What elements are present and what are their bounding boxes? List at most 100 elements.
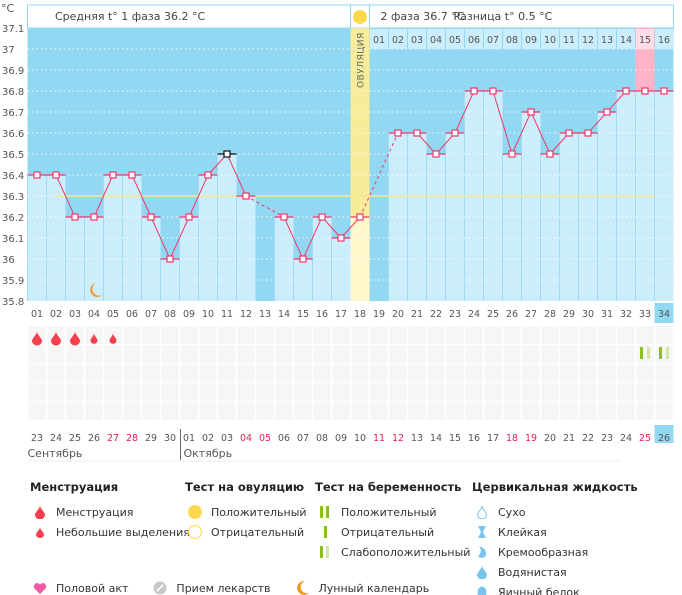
symbol-cell (427, 383, 445, 401)
legend-label: Положительный (211, 505, 307, 519)
legend-label: Половой акт (56, 581, 129, 595)
phase2-day-label: 01 (373, 35, 385, 46)
calendar-date: 16 (468, 433, 480, 444)
legend-label: Сухо (498, 505, 526, 519)
calendar-date: 29 (145, 433, 157, 444)
phase2-day-cell (541, 29, 559, 49)
symbol-cell (484, 383, 502, 401)
symbol-cell (541, 364, 559, 382)
cycle-day-label: 01 (31, 309, 43, 320)
symbol-cell (180, 402, 198, 420)
y-tick-label: 35.9 (2, 276, 24, 287)
symbol-cell (199, 326, 217, 344)
temperature-bar (540, 154, 560, 301)
symbol-cell (218, 345, 236, 363)
symbol-cell (598, 383, 616, 401)
symbol-cell (332, 402, 350, 420)
month-label: Сентябрь (28, 447, 83, 460)
symbol-cell (161, 364, 179, 382)
weak-strips-icon (315, 545, 335, 559)
calendar-date: 24 (620, 433, 632, 444)
cycle-day-label: 21 (411, 309, 423, 320)
temperature-bar (65, 217, 85, 301)
phase2-day-label: 16 (658, 35, 670, 46)
calendar-date: 27 (107, 433, 119, 444)
phase2-day-cell (503, 29, 521, 49)
calendar-date: 05 (259, 433, 271, 444)
symbol-cell (465, 345, 483, 363)
legend-menstruation: Менструация Менструация Небольшие выделе… (30, 480, 190, 542)
symbol-cell (655, 383, 673, 401)
symbol-cell (256, 383, 274, 401)
temperature-point (52, 171, 60, 179)
symbol-cell (503, 326, 521, 344)
symbol-cell (199, 345, 217, 363)
symbol-cell (313, 364, 331, 382)
temperature-point (508, 150, 516, 158)
calendar-date: 21 (563, 433, 575, 444)
symbol-cell (275, 402, 293, 420)
phase2-day-label: 05 (449, 35, 461, 46)
symbol-cell (427, 402, 445, 420)
y-tick-label: 36.5 (2, 150, 24, 161)
symbol-cell (617, 326, 635, 344)
symbol-cell (256, 345, 274, 363)
temperature-point (451, 129, 459, 137)
symbol-cell (560, 364, 578, 382)
symbol-cell (256, 326, 274, 344)
symbol-cell (465, 364, 483, 382)
temperature-bar (502, 154, 522, 301)
legend-cervical-fluid: Цервикальная жидкость Сухо Клейкая Кремо… (472, 480, 638, 595)
pill-icon (150, 581, 170, 595)
symbol-cell (161, 402, 179, 420)
temperature-point (603, 108, 611, 116)
cycle-day-label: 31 (601, 309, 613, 320)
symbol-cell (370, 402, 388, 420)
cycle-day-label: 25 (487, 309, 499, 320)
temperature-point (90, 213, 98, 221)
calendar-date: 28 (126, 433, 138, 444)
temperature-bar (160, 259, 180, 301)
temperature-point (166, 255, 174, 263)
phase2-day-cell (389, 29, 407, 49)
cycle-day-label: 22 (430, 309, 442, 320)
menstruation-drop-icon (32, 331, 42, 346)
ovulation-column (350, 28, 370, 217)
symbol-cell (123, 326, 141, 344)
legend-label: Прием лекарств (176, 581, 271, 595)
symbol-cell (66, 402, 84, 420)
cycle-day-label: 17 (335, 309, 347, 320)
symbol-cell (636, 345, 654, 363)
phase2-day-cell (484, 29, 502, 49)
symbol-cell (503, 364, 521, 382)
cycle-day-label: 08 (164, 309, 176, 320)
temperature-point (546, 150, 554, 158)
cycle-day-label: 13 (259, 309, 271, 320)
y-tick-label: 36.9 (2, 66, 24, 77)
symbol-cell (47, 383, 65, 401)
temperature-point (147, 213, 155, 221)
legend-label: Водянистая (498, 565, 567, 579)
pregnancy-test-strip-icon (659, 347, 662, 359)
phase2-day-label: 15 (639, 35, 651, 46)
symbol-cell (218, 402, 236, 420)
phase2-day-label: 13 (601, 35, 613, 46)
symbol-cell (655, 345, 673, 363)
symbol-cell (142, 364, 160, 382)
symbol-cell (66, 364, 84, 382)
empty-circle-icon (185, 524, 205, 540)
y-tick-label: 37.1 (2, 24, 24, 35)
symbol-cell (408, 383, 426, 401)
y-tick-label: 36 (2, 255, 15, 266)
cycle-day-label: 02 (50, 309, 62, 320)
symbol-cell (104, 402, 122, 420)
symbol-cell (180, 326, 198, 344)
temperature-bar (407, 133, 427, 301)
legend-label: Отрицательный (211, 525, 305, 539)
calendar-date: 07 (297, 433, 309, 444)
y-tick-label: 36.3 (2, 192, 24, 203)
pregnancy-test-weak-strip-icon (647, 347, 650, 359)
symbol-cell (180, 383, 198, 401)
temperature-point (128, 171, 136, 179)
